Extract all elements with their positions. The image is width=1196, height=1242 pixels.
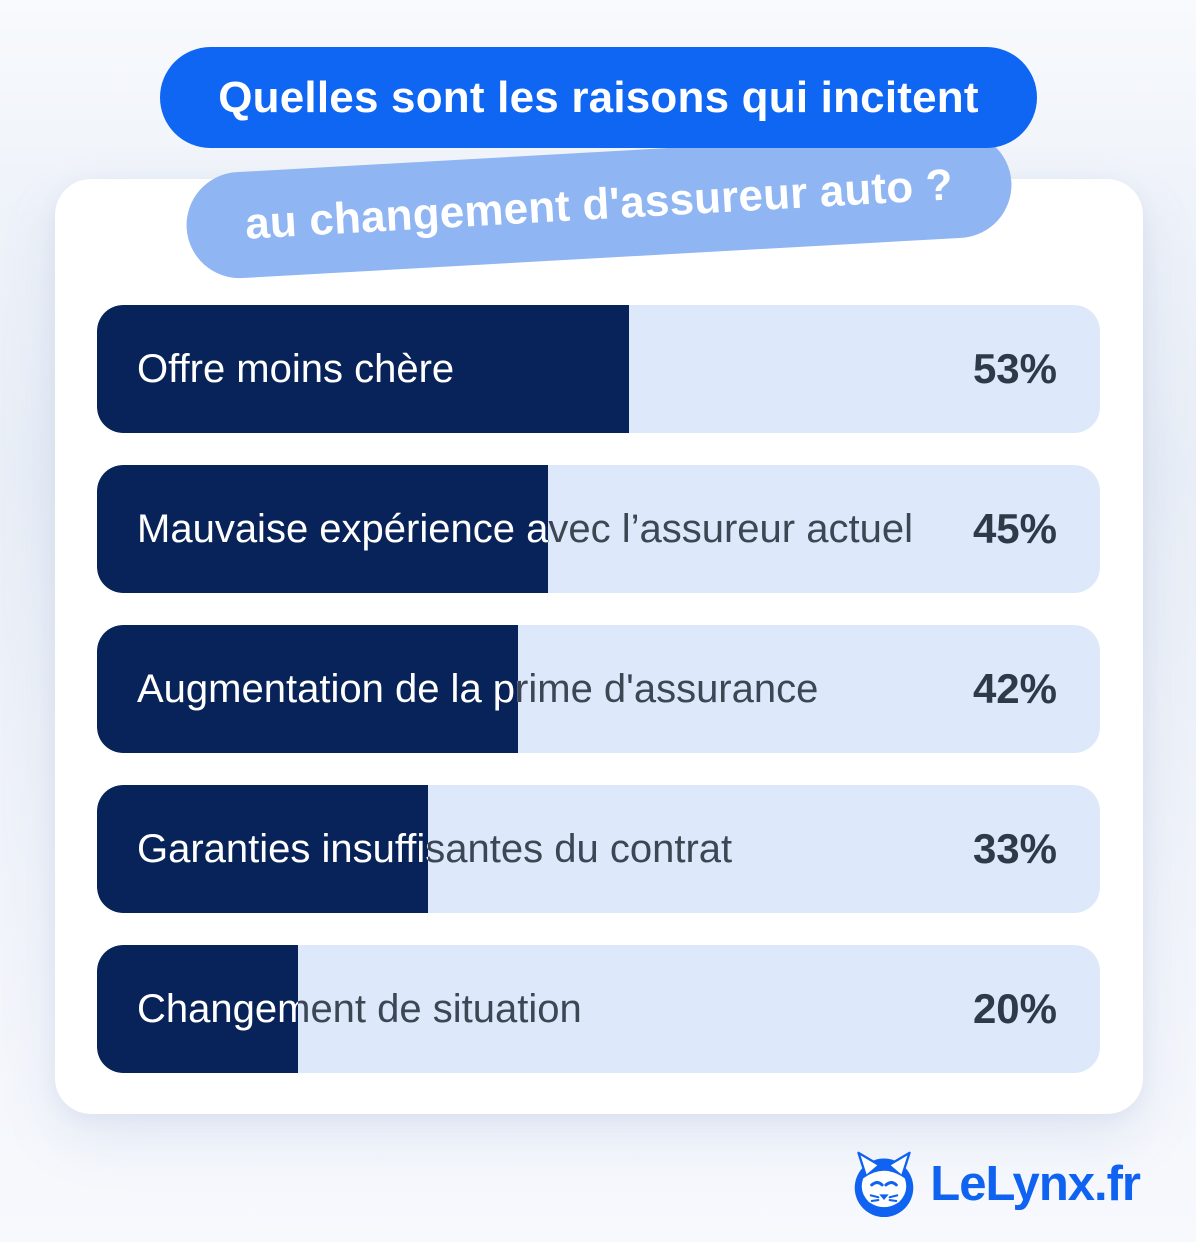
bar-fill xyxy=(97,465,549,593)
bar-label-overlay: Changement de situation xyxy=(137,987,298,1031)
bar-fill xyxy=(97,785,428,913)
bar-percent: 53% xyxy=(972,345,1057,392)
lelynx-logo-text: LeLynx.fr xyxy=(930,1157,1141,1211)
bar-row-mauvaise-experience: Mauvaise expérience avec l’assureur actu… xyxy=(97,465,1100,593)
title-line2: au changement d'assureur auto ? xyxy=(243,160,955,249)
bar-row-offre-moins-chere: Offre moins chère Offre moins chère 53% xyxy=(97,305,1100,433)
bar-chart: Offre moins chère Offre moins chère 53% … xyxy=(97,305,1100,1073)
bar-fill xyxy=(97,305,629,433)
bar-label: Garanties insuffisantes du contrat xyxy=(137,827,733,871)
bar-fill xyxy=(97,945,298,1073)
bar-label-overlay: Mauvaise expérience avec l’assureur actu… xyxy=(137,507,549,551)
title-pill: Quelles sont les raisons qui incitent xyxy=(160,47,1037,148)
lelynx-lynx-icon xyxy=(850,1148,918,1220)
lelynx-logo: LeLynx.fr xyxy=(850,1148,1141,1220)
bar-percent: 33% xyxy=(972,825,1057,872)
bar-fill xyxy=(97,625,519,753)
bar-label: Mauvaise expérience avec l’assureur actu… xyxy=(137,507,913,551)
bar-row-changement-situation: Changement de situation Changement de si… xyxy=(97,945,1100,1073)
bar-row-augmentation-prime: Augmentation de la prime d'assurance Aug… xyxy=(97,625,1100,753)
bar-label: Augmentation de la prime d'assurance xyxy=(137,667,819,711)
bar-percent: 20% xyxy=(972,985,1057,1032)
bar-label-overlay: Augmentation de la prime d'assurance xyxy=(137,667,518,711)
bar-percent: 45% xyxy=(972,505,1057,552)
bar-label-overlay: Garanties insuffisantes du contrat xyxy=(137,827,428,871)
bar-label-overlay: Offre moins chère xyxy=(137,347,455,391)
title-line1: Quelles sont les raisons qui incitent xyxy=(218,72,979,122)
bar-label: Offre moins chère xyxy=(137,347,455,391)
bar-label: Changement de situation xyxy=(137,987,582,1031)
bar-percent: 42% xyxy=(972,665,1057,712)
bar-row-garanties-insuffisantes: Garanties insuffisantes du contrat Garan… xyxy=(97,785,1100,913)
